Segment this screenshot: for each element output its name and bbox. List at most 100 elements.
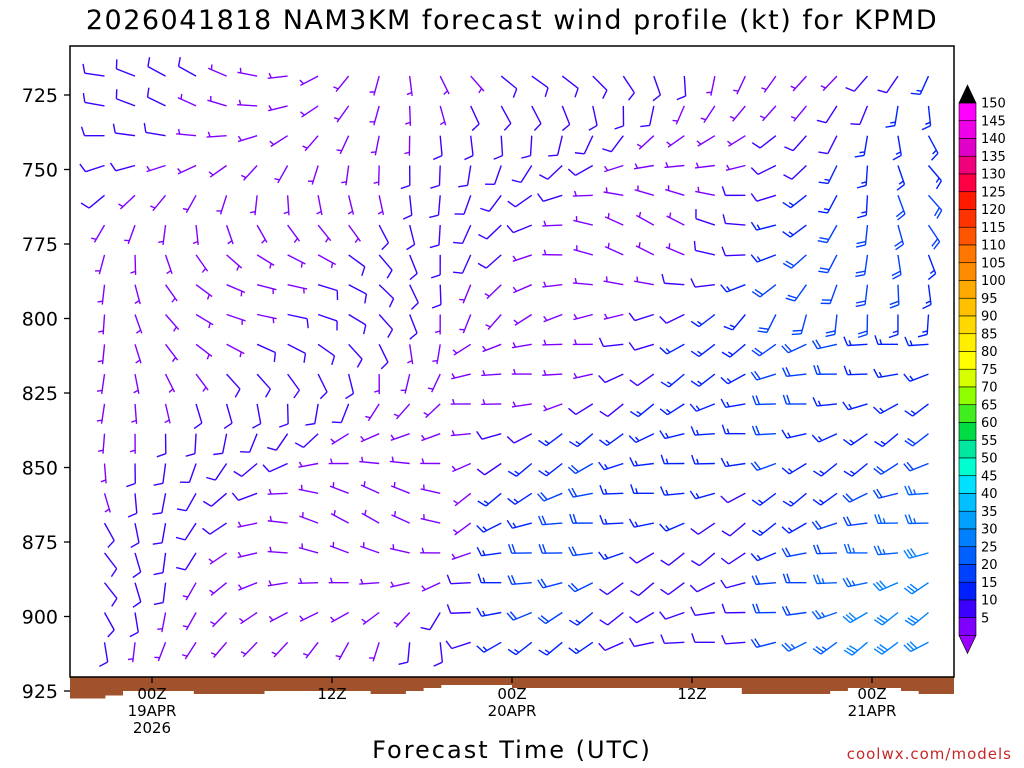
wind-barb [370, 135, 380, 156]
wind-barb [195, 254, 209, 273]
colorbar-swatch [958, 528, 977, 548]
wind-barb [348, 284, 368, 304]
wind-barb [721, 603, 746, 614]
wind-barb [903, 548, 929, 559]
wind-barb [390, 581, 410, 588]
wind-barb [298, 461, 319, 468]
wind-barb [842, 492, 868, 503]
wind-barb [904, 514, 929, 525]
wind-barb [574, 135, 594, 155]
wind-barb [630, 582, 655, 597]
wind-barb [134, 344, 142, 364]
wind-barb [176, 128, 197, 137]
wind-barb [165, 314, 180, 332]
wind-barb [94, 254, 106, 275]
wind-barb [268, 611, 288, 623]
wind-barb [146, 164, 166, 173]
wind-barb [451, 373, 471, 380]
wind-barb [484, 284, 502, 300]
wind-barb [454, 195, 472, 215]
wind-barb [464, 135, 474, 161]
colorbar-tick-label: 50 [981, 452, 998, 467]
wind-barb [134, 314, 143, 334]
wind-barb [910, 75, 930, 96]
wind-barb [103, 522, 115, 549]
wind-barb [98, 642, 109, 668]
wind-barb [720, 373, 746, 385]
wind-barb [873, 545, 899, 556]
wind-barb [537, 611, 563, 625]
wind-barb [328, 577, 349, 584]
wind-barb [330, 433, 350, 445]
wind-barb [894, 224, 905, 251]
wind-barb [153, 552, 167, 576]
wind-barb [927, 254, 937, 281]
wind-barb [542, 249, 563, 256]
wind-barb [278, 403, 289, 428]
wind-barb [843, 433, 868, 446]
wind-barb [812, 544, 837, 555]
wind-barb [341, 165, 350, 186]
wind-barb [420, 484, 441, 494]
wind-barb [538, 641, 563, 656]
wind-barb [432, 344, 441, 365]
wind-barb [660, 634, 685, 644]
wind-barb [640, 105, 655, 128]
wind-barb [209, 582, 228, 596]
wind-barb [470, 105, 480, 132]
wind-barb [843, 336, 868, 347]
wind-barb [903, 641, 929, 653]
colorbar-swatch [958, 155, 977, 175]
wind-barb [240, 165, 258, 181]
wind-barb [511, 342, 532, 349]
wind-barb [269, 135, 288, 148]
wind-barb [904, 336, 929, 347]
colorbar: 1501451401351301251201151101051009590858… [958, 84, 1006, 655]
colorbar-tick-label: 115 [981, 221, 1006, 236]
wind-barb [659, 313, 685, 324]
wind-barb [722, 214, 746, 226]
wind-barb [538, 543, 563, 554]
wind-barb [850, 105, 869, 126]
wind-barb [348, 254, 366, 276]
wind-barb [659, 403, 685, 416]
wind-barb [439, 75, 450, 95]
colorbar-tick-label: 135 [981, 150, 1006, 165]
wind-barb [131, 403, 138, 424]
colorbar-swatch [958, 226, 977, 246]
wind-barb [816, 105, 838, 124]
wind-barb [904, 611, 929, 626]
wind-barb [299, 611, 319, 622]
wind-barb [348, 313, 367, 335]
wind-barb [781, 462, 807, 475]
wind-barb [182, 582, 197, 601]
wind-barb [333, 105, 350, 123]
wind-barb [152, 522, 167, 545]
wind-barb [181, 641, 197, 660]
wind-barb [192, 225, 199, 246]
wind-barb [96, 373, 106, 394]
wind-barb [283, 195, 290, 216]
wind-barb [143, 122, 166, 137]
wind-barb [538, 462, 563, 477]
terrain-area [70, 677, 954, 699]
wind-barb [450, 398, 471, 405]
wind-barb [614, 105, 625, 130]
colorbar-swatch [958, 493, 977, 512]
wind-barb [149, 194, 167, 212]
colorbar-tick-label: 25 [981, 540, 998, 555]
colorbar-tick-label: 130 [981, 168, 1006, 183]
wind-barb [659, 522, 685, 532]
wind-barb [154, 642, 167, 662]
wind-barb [812, 641, 838, 655]
wind-barb [629, 611, 655, 624]
wind-barb [302, 641, 319, 659]
wind-barb [659, 343, 685, 355]
wind-barb [690, 606, 715, 616]
wind-barb [223, 403, 233, 430]
wind-barb [691, 454, 715, 465]
wind-barb [842, 611, 868, 624]
colorbar-swatch [958, 564, 977, 583]
wind-barb [317, 224, 332, 243]
wind-barb [317, 343, 336, 366]
